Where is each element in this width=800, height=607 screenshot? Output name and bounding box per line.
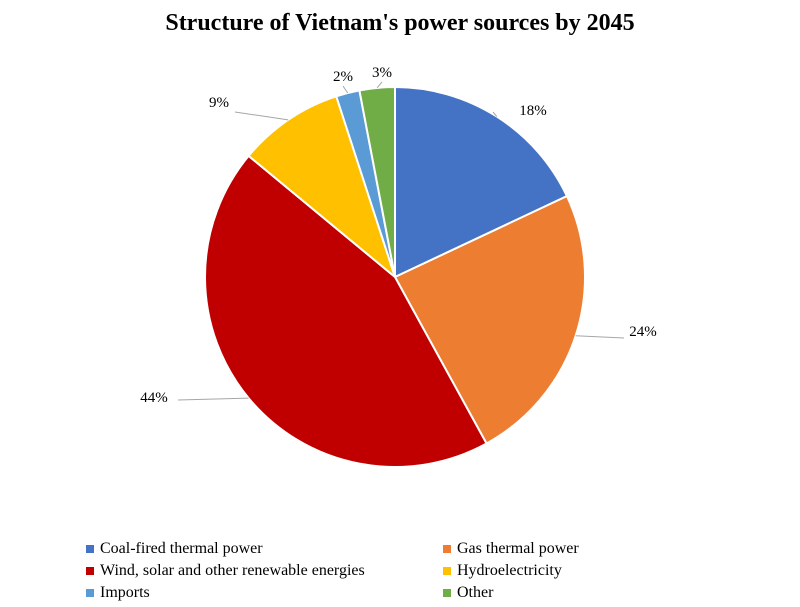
data-label-coal: 18%	[519, 103, 547, 119]
legend-item-imports: Imports	[86, 582, 443, 603]
leader-line-other	[376, 81, 383, 89]
legend-swatch-other	[443, 588, 451, 597]
legend-swatch-renewables	[86, 566, 94, 575]
legend-label-hydro: Hydroelectricity	[457, 561, 562, 579]
pie-slice-gas	[393, 194, 586, 445]
pie-chart: 18% 24% 44% 9% 2% 3%	[140, 65, 657, 468]
legend-item-other: Other	[443, 582, 723, 603]
data-label-other: 3%	[372, 65, 392, 81]
leader-line-hydro	[234, 111, 289, 121]
legend-item-gas: Gas thermal power	[443, 538, 723, 559]
data-label-gas: 24%	[629, 324, 657, 340]
legend-item-renewables: Wind, solar and other renewable energies	[86, 560, 443, 581]
legend-label-coal: Coal-fired thermal power	[100, 539, 263, 557]
leader-line-coal	[492, 111, 498, 117]
leader-line-gas	[575, 335, 625, 339]
legend-label-gas: Gas thermal power	[457, 539, 579, 557]
legend-label-imports: Imports	[100, 583, 150, 601]
legend-item-hydro: Hydroelectricity	[443, 560, 723, 581]
legend: Coal-fired thermal power Gas thermal pow…	[86, 538, 726, 603]
legend-item-coal: Coal-fired thermal power	[86, 538, 443, 559]
leader-line-renewables	[177, 397, 249, 401]
data-label-renewables: 44%	[140, 390, 168, 406]
data-label-imports: 2%	[333, 69, 353, 85]
pie-slice-coal	[394, 85, 569, 279]
chart-title: Structure of Vietnam's power sources by …	[165, 10, 635, 36]
legend-label-other: Other	[457, 583, 494, 601]
legend-swatch-gas	[443, 544, 451, 553]
legend-label-renewables: Wind, solar and other renewable energies	[100, 561, 365, 579]
leader-line-imports	[342, 85, 349, 94]
legend-swatch-hydro	[443, 566, 451, 575]
legend-swatch-coal	[86, 544, 94, 553]
legend-swatch-imports	[86, 588, 94, 597]
data-label-hydro: 9%	[209, 95, 229, 111]
